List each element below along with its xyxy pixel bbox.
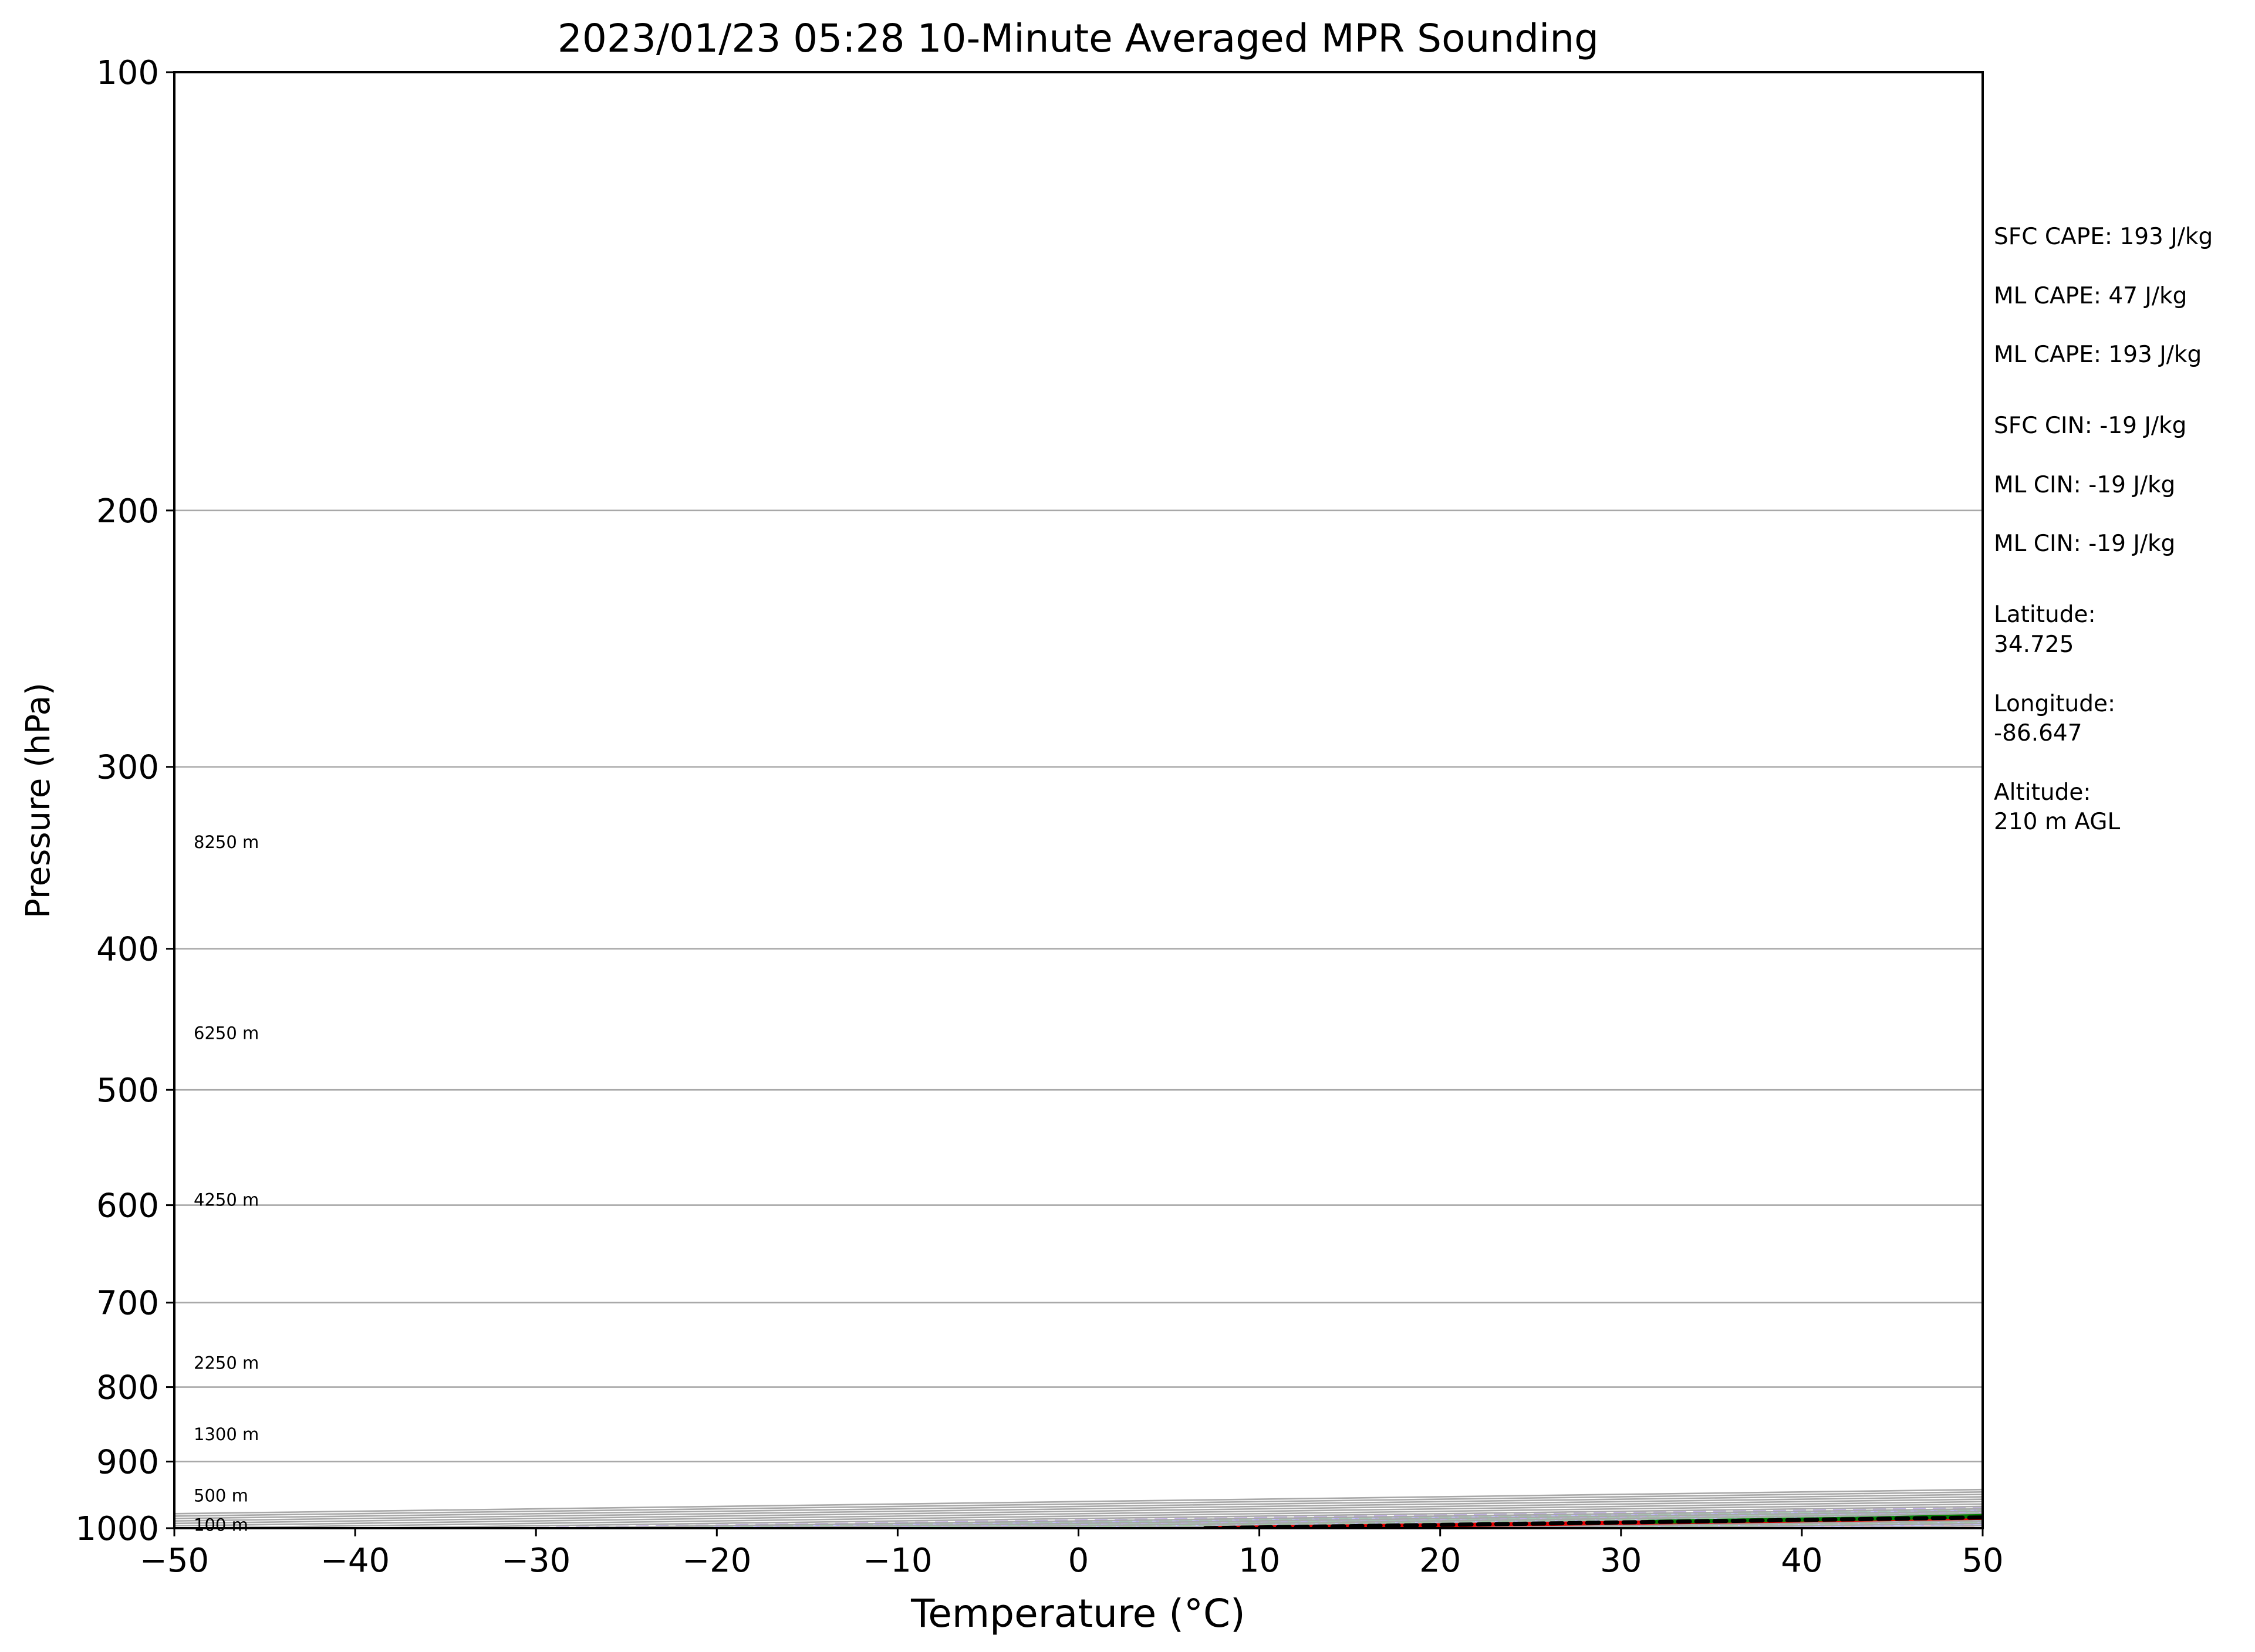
altitude-value: 210 m AGL	[1994, 809, 2120, 835]
y-tick-label: 200	[96, 492, 159, 531]
longitude-label: Longitude:	[1994, 691, 2115, 717]
background-lines	[0, 72, 2255, 1528]
latitude-value: 34.725	[1994, 631, 2074, 658]
x-tick-label: 20	[1419, 1542, 1461, 1580]
x-tick-label: 10	[1238, 1542, 1280, 1580]
height-label: 500 m	[194, 1486, 248, 1506]
x-tick-label: 0	[1068, 1542, 1089, 1580]
x-tick-label: 30	[1600, 1542, 1642, 1580]
x-tick-label: −20	[682, 1542, 751, 1580]
latitude-label: Latitude:	[1994, 602, 2096, 628]
isotherm-line	[0, 72, 2255, 1528]
y-tick-label: 500	[96, 1072, 159, 1110]
y-axis-label: Pressure (hPa)	[19, 683, 58, 918]
y-tick-label: 100	[96, 54, 159, 92]
annotation-sfc-cape: SFC CAPE: 193 J/kg	[1994, 224, 2213, 250]
mixing-ratio-line	[923, 1205, 2255, 1528]
height-label: 1300 m	[194, 1424, 259, 1444]
isotherm-line	[0, 72, 2255, 1528]
x-tick-label: 50	[1962, 1542, 2003, 1580]
isotherm-line	[174, 72, 2255, 1528]
mixing-ratio-line	[1461, 1205, 2255, 1528]
plot-frame	[174, 72, 1983, 1528]
annotation-ml-cape-1: ML CAPE: 47 J/kg	[1994, 283, 2187, 309]
chart-title: 2023/01/23 05:28 10-Minute Averaged MPR …	[558, 16, 1599, 61]
x-tick-label: −10	[863, 1542, 932, 1580]
annotation-ml-cin-2: ML CIN: -19 J/kg	[1994, 531, 2175, 557]
annotation-ml-cin-1: ML CIN: -19 J/kg	[1994, 472, 2175, 498]
annotation-sfc-cin: SFC CIN: -19 J/kg	[1994, 413, 2186, 439]
mixing-ratio-line	[1525, 1205, 2255, 1528]
y-tick-label: 400	[96, 931, 159, 969]
isotherm-line	[0, 72, 2255, 1528]
isotherm-line	[0, 72, 2255, 1528]
longitude-value: -86.647	[1994, 720, 2082, 746]
parcel-line	[1205, 657, 2255, 1528]
y-tick-label: 1000	[75, 1510, 159, 1548]
height-label: 8250 m	[194, 832, 259, 852]
y-tick-label: 900	[96, 1443, 159, 1481]
mixing-ratio-line	[1019, 1205, 2255, 1528]
isotherm-line	[355, 72, 2255, 1528]
mixing-ratio-line	[769, 1205, 2255, 1528]
mixing-ratio-line	[1268, 1205, 2255, 1528]
side-annotations: SFC CAPE: 193 J/kg ML CAPE: 47 J/kg ML C…	[1994, 224, 2213, 835]
height-label: 2250 m	[194, 1353, 259, 1373]
annotation-ml-cape-2: ML CAPE: 193 J/kg	[1994, 342, 2202, 368]
height-labels: 100 m 500 m 1300 m 2250 m 4250 m 6250 m 8250 m	[194, 832, 259, 1535]
y-tick-label: 700	[96, 1285, 159, 1323]
x-tick-label: −30	[501, 1542, 570, 1580]
altitude-label: Altitude:	[1994, 779, 2091, 806]
x-tick-label: −40	[320, 1542, 390, 1580]
mixing-ratio-line	[1146, 1205, 2255, 1528]
height-label: 6250 m	[194, 1023, 259, 1043]
y-tick-label: 800	[96, 1369, 159, 1407]
x-tick-label: 40	[1781, 1542, 1822, 1580]
dewpoint-line	[1649, 661, 2255, 1522]
height-label: 100 m	[194, 1515, 248, 1535]
y-tick-label: 300	[96, 749, 159, 787]
y-tick-label: 600	[96, 1187, 159, 1225]
mixing-ratio-line	[1379, 1205, 2255, 1528]
isotherm-line	[0, 72, 2255, 1528]
x-axis-label: Temperature (°C)	[910, 1591, 1245, 1636]
mixing-ratio-line	[580, 1205, 2255, 1528]
isotherm-line	[0, 72, 2255, 1528]
height-label: 4250 m	[194, 1190, 259, 1210]
